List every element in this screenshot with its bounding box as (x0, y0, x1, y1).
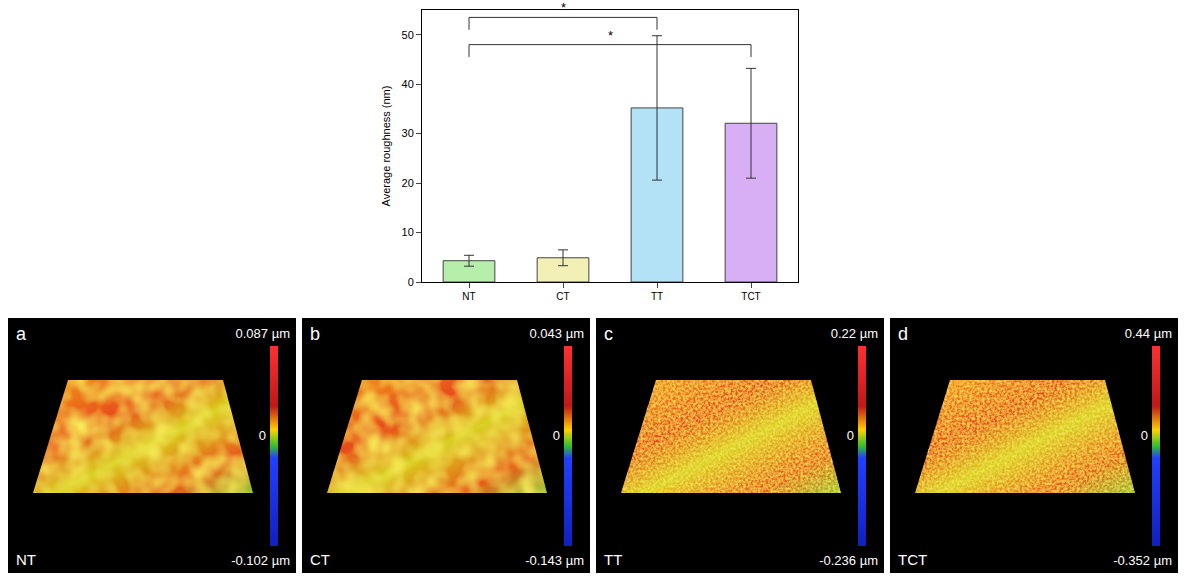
svg-text:Average roughness (nm): Average roughness (nm) (380, 86, 392, 207)
svg-text:TT: TT (604, 551, 622, 568)
svg-text:b: b (310, 324, 320, 344)
svg-text:*: * (608, 28, 613, 43)
svg-text:0: 0 (847, 428, 854, 443)
svg-text:a: a (16, 324, 27, 344)
svg-text:0: 0 (1141, 428, 1148, 443)
svg-text:TT: TT (651, 291, 663, 302)
svg-text:NT: NT (462, 291, 475, 302)
svg-text:0.44 µm: 0.44 µm (1125, 326, 1172, 341)
svg-text:-0.143 µm: -0.143 µm (525, 553, 584, 568)
svg-text:-0.102 µm: -0.102 µm (231, 553, 290, 568)
svg-text:40: 40 (402, 78, 414, 90)
svg-text:c: c (604, 324, 613, 344)
svg-text:TCT: TCT (741, 291, 760, 302)
svg-text:TCT: TCT (898, 551, 927, 568)
svg-text:-0.352 µm: -0.352 µm (1113, 553, 1172, 568)
svg-text:CT: CT (556, 291, 569, 302)
svg-text:0.087 µm: 0.087 µm (236, 326, 290, 341)
svg-text:d: d (898, 324, 908, 344)
svg-text:10: 10 (402, 226, 414, 238)
svg-text:0: 0 (259, 428, 266, 443)
svg-text:0.043 µm: 0.043 µm (530, 326, 584, 341)
svg-text:20: 20 (402, 177, 414, 189)
svg-text:CT: CT (310, 551, 330, 568)
svg-text:0.22 µm: 0.22 µm (831, 326, 878, 341)
svg-text:-0.236 µm: -0.236 µm (819, 553, 878, 568)
svg-text:30: 30 (402, 127, 414, 139)
svg-text:NT: NT (16, 551, 36, 568)
svg-text:50: 50 (402, 29, 414, 41)
svg-text:0: 0 (408, 276, 414, 288)
svg-text:*: * (561, 0, 566, 15)
svg-text:0: 0 (553, 428, 560, 443)
